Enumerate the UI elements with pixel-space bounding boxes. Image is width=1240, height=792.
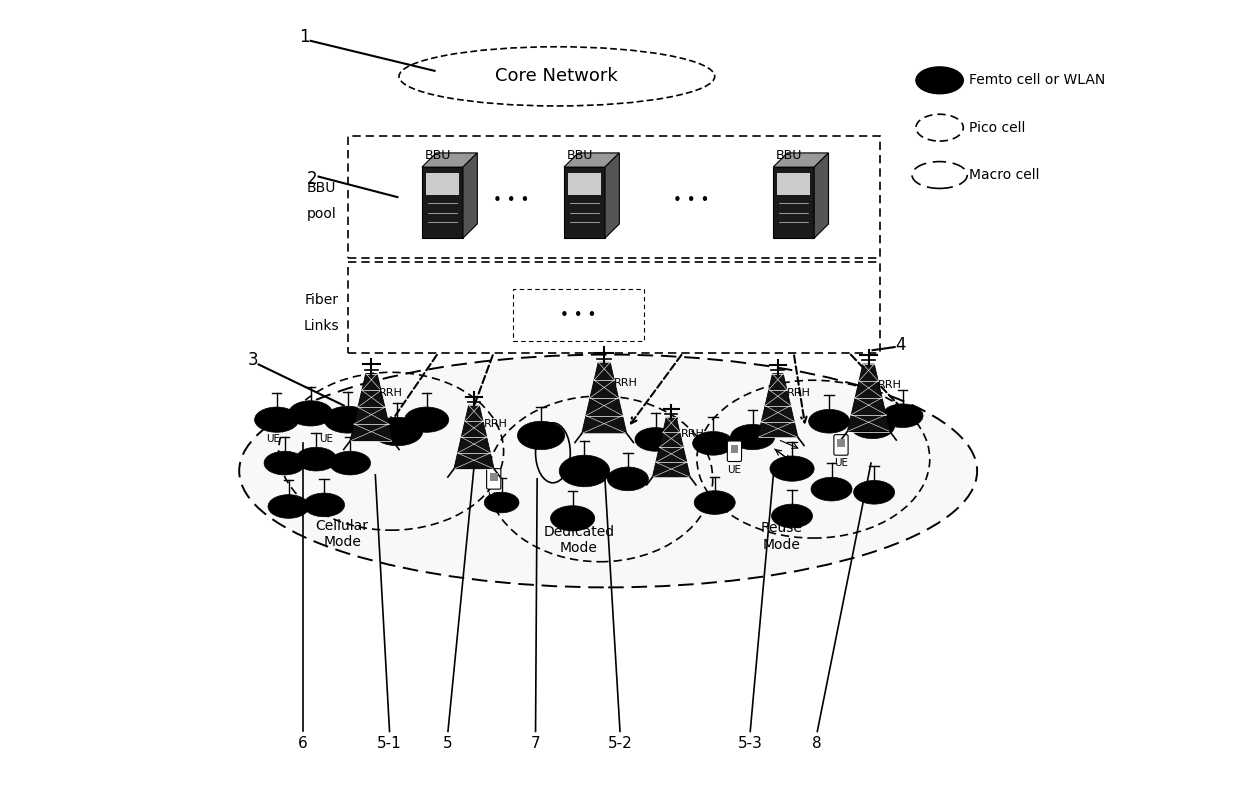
Polygon shape — [463, 153, 477, 238]
Text: • • •: • • • — [492, 192, 529, 208]
Ellipse shape — [916, 67, 963, 93]
Text: UE: UE — [320, 434, 334, 444]
FancyBboxPatch shape — [833, 435, 848, 455]
Ellipse shape — [559, 455, 610, 487]
Ellipse shape — [808, 409, 849, 433]
Polygon shape — [652, 417, 691, 478]
Polygon shape — [422, 153, 477, 167]
Text: 8: 8 — [812, 736, 822, 751]
Ellipse shape — [730, 425, 775, 450]
Ellipse shape — [771, 505, 812, 527]
Text: Fiber: Fiber — [305, 293, 339, 307]
Ellipse shape — [485, 493, 520, 512]
Polygon shape — [773, 167, 815, 238]
Ellipse shape — [608, 467, 649, 491]
Text: Dedicated
Mode: Dedicated Mode — [543, 524, 615, 554]
Ellipse shape — [304, 493, 345, 516]
Ellipse shape — [694, 491, 735, 514]
Polygon shape — [582, 362, 626, 433]
Ellipse shape — [551, 506, 595, 531]
Text: RRH: RRH — [787, 387, 811, 398]
Text: • • •: • • • — [560, 307, 596, 322]
Text: 4: 4 — [895, 336, 905, 354]
Polygon shape — [490, 473, 497, 481]
Polygon shape — [815, 153, 828, 238]
Text: • • •: • • • — [673, 192, 709, 208]
Polygon shape — [773, 153, 828, 167]
Ellipse shape — [268, 495, 309, 518]
Text: pool: pool — [306, 208, 336, 222]
FancyBboxPatch shape — [486, 469, 501, 489]
Text: Core Network: Core Network — [496, 67, 619, 86]
Polygon shape — [564, 153, 619, 167]
Text: Pico cell: Pico cell — [968, 120, 1025, 135]
Ellipse shape — [289, 401, 332, 426]
Text: RRH: RRH — [485, 419, 508, 429]
Ellipse shape — [851, 413, 894, 439]
Polygon shape — [758, 374, 799, 437]
Ellipse shape — [254, 407, 299, 432]
Polygon shape — [427, 173, 459, 195]
Ellipse shape — [330, 451, 371, 475]
Text: 5-2: 5-2 — [608, 736, 632, 751]
Text: 5-1: 5-1 — [377, 736, 402, 751]
Text: 3: 3 — [248, 352, 258, 370]
Text: BBU: BBU — [424, 150, 450, 162]
Polygon shape — [730, 445, 738, 453]
Ellipse shape — [239, 355, 977, 588]
Text: 2: 2 — [306, 170, 317, 188]
Text: RRH: RRH — [878, 379, 901, 390]
Text: 5: 5 — [443, 736, 453, 751]
Ellipse shape — [770, 456, 815, 482]
Ellipse shape — [517, 421, 564, 450]
Ellipse shape — [404, 407, 449, 432]
Text: 6: 6 — [298, 736, 308, 751]
FancyBboxPatch shape — [347, 262, 880, 352]
Text: RRH: RRH — [379, 388, 403, 398]
Text: BBU: BBU — [775, 150, 802, 162]
Text: 7: 7 — [531, 736, 541, 751]
Text: Femto cell or WLAN: Femto cell or WLAN — [968, 74, 1105, 87]
Ellipse shape — [399, 47, 714, 106]
Text: UE: UE — [265, 434, 280, 444]
Ellipse shape — [635, 428, 676, 451]
Polygon shape — [847, 364, 890, 432]
Ellipse shape — [811, 478, 852, 501]
Text: UE: UE — [835, 459, 848, 468]
Polygon shape — [454, 406, 494, 469]
Ellipse shape — [372, 417, 423, 446]
Text: Cellular
Mode: Cellular Mode — [316, 519, 368, 549]
FancyBboxPatch shape — [728, 441, 742, 462]
Ellipse shape — [264, 451, 305, 475]
Text: UE: UE — [487, 493, 501, 502]
Polygon shape — [777, 173, 810, 195]
Text: RRH: RRH — [681, 429, 704, 440]
Polygon shape — [605, 153, 619, 238]
Ellipse shape — [882, 404, 923, 428]
Text: UE: UE — [728, 465, 742, 474]
Polygon shape — [350, 374, 393, 441]
Text: BBU: BBU — [567, 150, 593, 162]
Text: 1: 1 — [299, 28, 310, 46]
Ellipse shape — [693, 432, 734, 455]
Polygon shape — [837, 439, 844, 447]
Text: RRH: RRH — [614, 378, 637, 388]
Text: Links: Links — [304, 318, 340, 333]
Text: 5-3: 5-3 — [738, 736, 763, 751]
FancyBboxPatch shape — [347, 135, 880, 258]
Text: BBU: BBU — [308, 181, 336, 196]
Polygon shape — [568, 173, 601, 195]
Text: Reuse
Mode: Reuse Mode — [761, 521, 802, 551]
FancyBboxPatch shape — [513, 289, 644, 341]
Ellipse shape — [324, 406, 372, 433]
Polygon shape — [564, 167, 605, 238]
Ellipse shape — [295, 447, 337, 471]
Polygon shape — [422, 167, 463, 238]
Text: Macro cell: Macro cell — [968, 168, 1039, 182]
Ellipse shape — [853, 481, 894, 505]
